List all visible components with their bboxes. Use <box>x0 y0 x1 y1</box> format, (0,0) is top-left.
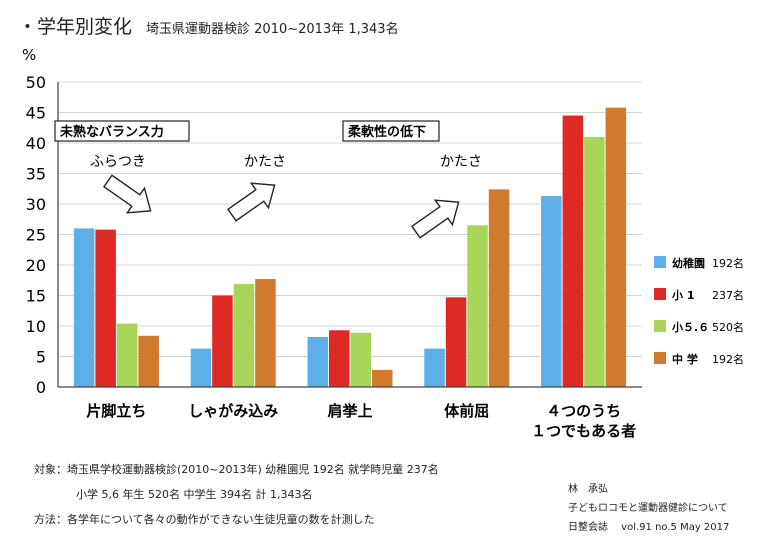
chart-title-row: ・学年別変化 埼玉県運動器検診 2010~2013年 1,343名 <box>18 12 399 39</box>
bar <box>584 136 605 387</box>
annotation-flexibility: 柔軟性の低下 <box>347 124 426 140</box>
bar <box>372 369 393 387</box>
bar <box>488 189 510 387</box>
y-tick-label: 0 <box>36 378 46 397</box>
legend-series-count: 520名 <box>712 320 744 334</box>
bar <box>329 330 350 387</box>
bar <box>255 279 276 387</box>
bar <box>73 228 95 387</box>
footer-target-line2: 小学 5,6 年生 520名 中学生 394名 計 1,343名 <box>76 488 313 501</box>
bar <box>138 335 159 387</box>
reference-block: 林 承弘 子どもロコモと運動器健診について 日整会誌 vol.91 no.5 M… <box>568 480 729 537</box>
y-tick-label: 25 <box>26 226 46 245</box>
annotation-note-wobble: ふらつき <box>90 154 146 170</box>
category-label: 肩挙上 <box>327 402 372 420</box>
footer-target-label: 対象： <box>34 463 67 476</box>
annotations: 未熟なバランス力 柔軟性の低下 ふらつき かたさ かたさ <box>54 120 482 239</box>
legend-series-count: 237名 <box>712 288 744 302</box>
category-label: 体前屈 <box>444 402 489 420</box>
category-labels: 片脚立ち しゃがみ込み 肩挙上 体前屈 ４つのうち１つでもある者 <box>86 402 636 440</box>
annotation-note-stiffness-1: かたさ <box>244 154 286 170</box>
bar <box>605 107 627 388</box>
y-tick-label: 5 <box>36 348 46 367</box>
arrow-up-right-icon <box>411 199 460 239</box>
bar <box>350 332 371 387</box>
arrow-down-right-icon <box>103 174 152 214</box>
y-tick-label: 15 <box>26 287 46 306</box>
bar <box>562 115 584 388</box>
y-tick-label: 40 <box>26 134 46 153</box>
bar <box>424 348 445 387</box>
reference-title: 子どもロコモと運動器健診について <box>568 503 728 514</box>
category-label: ４つのうち１つでもある者 <box>531 402 636 440</box>
y-tick-labels: 0 5 10 15 20 25 30 35 40 45 50 <box>26 73 46 397</box>
y-tick-label: 45 <box>26 104 46 123</box>
footer-target-text: 埼玉県学校運動器検診(2010~2013年) 幼稚園児 192名 就学時児童 2… <box>67 463 439 476</box>
annotation-box-flexibility <box>342 120 440 142</box>
legend-swatch <box>654 320 666 332</box>
bar <box>467 225 488 387</box>
bar <box>212 295 233 387</box>
legend-swatch <box>654 256 666 268</box>
bar <box>116 323 138 387</box>
footer-method-label: 方法： <box>34 513 67 526</box>
bar <box>541 196 562 387</box>
y-tick-label: 10 <box>26 317 46 336</box>
chart-subtitle: 埼玉県運動器検診 2010~2013年 1,343名 <box>146 22 399 37</box>
legend-series-count: 192名 <box>712 256 744 270</box>
arrow-up-right-icon <box>227 182 276 222</box>
bar <box>307 336 328 387</box>
bar <box>190 348 212 387</box>
title-bullet: ・ <box>18 16 38 38</box>
legend-swatch <box>654 288 666 300</box>
footer-method-text: 各学年について各々の動作ができない生徒児童の数を計測した <box>67 513 375 526</box>
y-tick-label: 30 <box>26 195 46 214</box>
legend-series-name: 小５.６ <box>671 320 709 334</box>
category-label: 片脚立ち <box>86 402 146 420</box>
y-tick-label: 20 <box>26 256 46 275</box>
bar <box>445 297 467 387</box>
legend-series-count: 192名 <box>712 352 744 366</box>
footer-method-line: 方法：各学年について各々の動作ができない生徒児童の数を計測した <box>34 511 375 527</box>
bar <box>233 283 255 387</box>
y-tick-label: 50 <box>26 73 46 92</box>
reference-journal: 日整会誌 vol.91 no.5 May 2017 <box>568 522 730 533</box>
legend-series-name: 小 1 <box>671 288 694 302</box>
bar <box>95 229 116 387</box>
reference-author: 林 承弘 <box>568 484 608 495</box>
category-label: しゃがみ込み <box>188 402 278 420</box>
chart-title: 学年別変化 <box>37 16 133 38</box>
y-tick-label: 35 <box>26 165 46 184</box>
y-axis-label: % <box>22 46 36 64</box>
footer-target-line1: 対象：埼玉県学校運動器検診(2010~2013年) 幼稚園児 192名 就学時児… <box>34 461 439 477</box>
annotation-box-balance <box>54 120 190 142</box>
bars <box>73 107 627 388</box>
legend-series-name: 幼稚園 <box>672 256 705 270</box>
legend-series-name: 中 学 <box>672 352 698 366</box>
annotation-note-stiffness-2: かたさ <box>440 154 482 170</box>
legend-swatch <box>654 352 666 364</box>
annotation-balance: 未熟なバランス力 <box>59 124 164 140</box>
